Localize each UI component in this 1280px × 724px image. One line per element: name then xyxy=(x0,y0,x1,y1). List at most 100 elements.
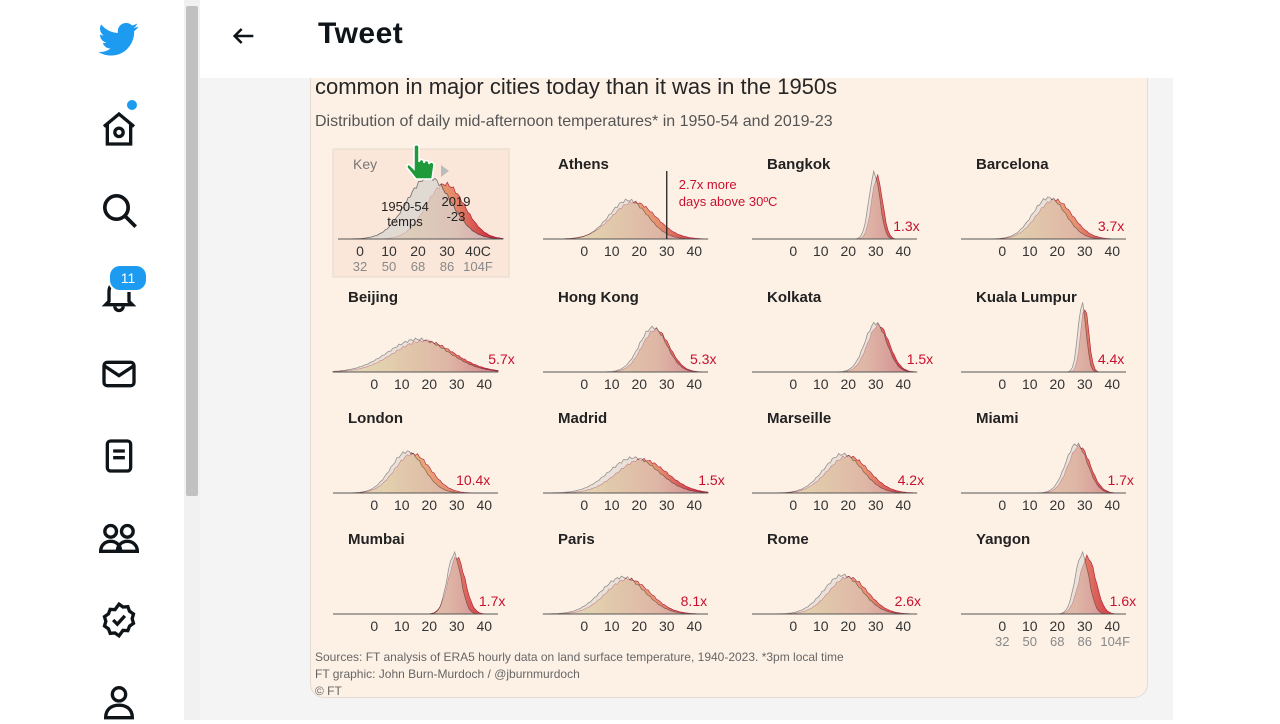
city-title-6: Kuala Lumpur xyxy=(976,289,1077,306)
key-label-1950: 1950-54 xyxy=(381,199,429,214)
dist-2019-4 xyxy=(543,327,709,373)
key-f-tick-0: 32 xyxy=(353,259,367,274)
ratio-label-14: 1.6x xyxy=(1110,593,1136,609)
x-tick-6-40: 40 xyxy=(1104,376,1120,392)
city-title-3: Beijing xyxy=(348,289,398,306)
x-tick-4-40: 40 xyxy=(686,376,702,392)
x-tick-2-30: 30 xyxy=(1077,243,1093,259)
x-tick-9-20: 20 xyxy=(840,497,856,513)
verified-icon[interactable] xyxy=(96,597,142,643)
city-title-2: Barcelona xyxy=(976,156,1049,173)
x-tick-6-0: 0 xyxy=(998,376,1006,392)
x-tick-12-10: 10 xyxy=(604,618,620,634)
x-tick-12-40: 40 xyxy=(686,618,702,634)
city-title-13: Rome xyxy=(767,531,809,548)
x-tick-5-40: 40 xyxy=(895,376,911,392)
x-tick-14-0: 0 xyxy=(998,618,1006,634)
city-title-14: Yangon xyxy=(976,531,1030,548)
ratio-label-9: 4.2x xyxy=(898,472,924,488)
home-icon[interactable] xyxy=(96,106,142,152)
ratio-label-10: 1.7x xyxy=(1107,472,1133,488)
x-tick-7-0: 0 xyxy=(370,497,378,513)
x-tick-2-20: 20 xyxy=(1049,243,1065,259)
x-tick-14-10: 10 xyxy=(1022,618,1038,634)
x-tick-0-20: 20 xyxy=(631,243,647,259)
x-tick-9-30: 30 xyxy=(868,497,884,513)
notifications-badge: 11 xyxy=(108,264,148,292)
x-tick-7-10: 10 xyxy=(394,497,410,513)
ratio-label-12: 8.1x xyxy=(681,593,707,609)
city-title-4: Hong Kong xyxy=(558,289,639,306)
x-tick-3-0: 0 xyxy=(370,376,378,392)
x-tick-14-30: 30 xyxy=(1077,618,1093,634)
x-tick-6-10: 10 xyxy=(1022,376,1038,392)
x-tick-5-30: 30 xyxy=(868,376,884,392)
dist-2019-11 xyxy=(333,556,498,615)
dist-1950-10 xyxy=(961,442,1126,494)
x-tick-0-0: 0 xyxy=(580,243,588,259)
city-title-12: Paris xyxy=(558,531,595,548)
city-title-5: Kolkata xyxy=(767,289,822,306)
dist-1950-12 xyxy=(542,575,708,615)
x-tick-2-40: 40 xyxy=(1104,243,1120,259)
play-triangle-icon xyxy=(441,165,449,177)
yangon-f-tick-4: 104F xyxy=(1100,634,1130,649)
hand-cursor-icon xyxy=(406,144,435,180)
key-f-tick-2: 68 xyxy=(411,259,425,274)
dist-1950-4 xyxy=(543,325,708,373)
x-tick-1-0: 0 xyxy=(789,243,797,259)
x-tick-5-10: 10 xyxy=(813,376,829,392)
x-tick-14-40: 40 xyxy=(1104,618,1120,634)
yangon-f-tick-1: 50 xyxy=(1023,634,1037,649)
x-tick-1-10: 10 xyxy=(813,243,829,259)
x-tick-10-40: 40 xyxy=(1104,497,1120,513)
city-title-0: Athens xyxy=(558,156,609,173)
lists-icon[interactable] xyxy=(96,433,142,479)
x-tick-13-30: 30 xyxy=(868,618,884,634)
key-f-tick-1: 50 xyxy=(382,259,396,274)
yangon-f-tick-0: 32 xyxy=(995,634,1009,649)
search-icon[interactable] xyxy=(96,187,142,233)
x-tick-2-10: 10 xyxy=(1022,243,1038,259)
figure-credit: FT graphic: John Burn-Murdoch / @jburnmu… xyxy=(315,667,580,681)
main-column: common in major cities today than it was… xyxy=(200,0,1173,720)
dist-1950-5 xyxy=(752,321,918,373)
key-label-1950-sub: temps xyxy=(387,214,423,229)
x-tick-7-20: 20 xyxy=(421,497,437,513)
back-button[interactable] xyxy=(224,16,264,56)
dist-1950-3 xyxy=(332,337,499,373)
x-tick-8-30: 30 xyxy=(659,497,675,513)
x-tick-8-20: 20 xyxy=(631,497,647,513)
communities-icon[interactable] xyxy=(96,515,142,561)
x-tick-0-30: 30 xyxy=(659,243,675,259)
profile-icon[interactable] xyxy=(96,678,142,724)
city-title-7: London xyxy=(348,410,403,427)
x-tick-4-20: 20 xyxy=(631,376,647,392)
x-tick-9-40: 40 xyxy=(895,497,911,513)
tweet-image-card[interactable]: common in major cities today than it was… xyxy=(310,40,1148,698)
dist-2019-14 xyxy=(961,554,1126,615)
x-tick-9-0: 0 xyxy=(789,497,797,513)
x-tick-12-30: 30 xyxy=(659,618,675,634)
twitter-logo-icon[interactable] xyxy=(96,16,142,62)
x-tick-9-10: 10 xyxy=(813,497,829,513)
x-tick-11-0: 0 xyxy=(370,618,378,634)
x-tick-5-20: 20 xyxy=(840,376,856,392)
figure-copyright: © FT xyxy=(315,684,342,698)
messages-icon[interactable] xyxy=(96,351,142,397)
yangon-f-tick-3: 86 xyxy=(1078,634,1092,649)
page-title: Tweet xyxy=(318,17,404,50)
page-scrollbar-thumb[interactable] xyxy=(186,6,198,496)
x-tick-6-20: 20 xyxy=(1049,376,1065,392)
left-nav: 11 xyxy=(0,0,184,720)
x-tick-2-0: 0 xyxy=(998,243,1006,259)
key-c-tick-2: 20 xyxy=(410,243,426,259)
dist-1950-11 xyxy=(333,550,498,615)
athens-note-1: 2.7x more xyxy=(679,177,737,192)
x-tick-6-30: 30 xyxy=(1077,376,1093,392)
key-f-tick-3: 86 xyxy=(440,259,454,274)
city-title-1: Bangkok xyxy=(767,156,831,173)
city-title-9: Marseille xyxy=(767,410,831,427)
figure-subtitle: Distribution of daily mid-afternoon temp… xyxy=(315,113,833,130)
